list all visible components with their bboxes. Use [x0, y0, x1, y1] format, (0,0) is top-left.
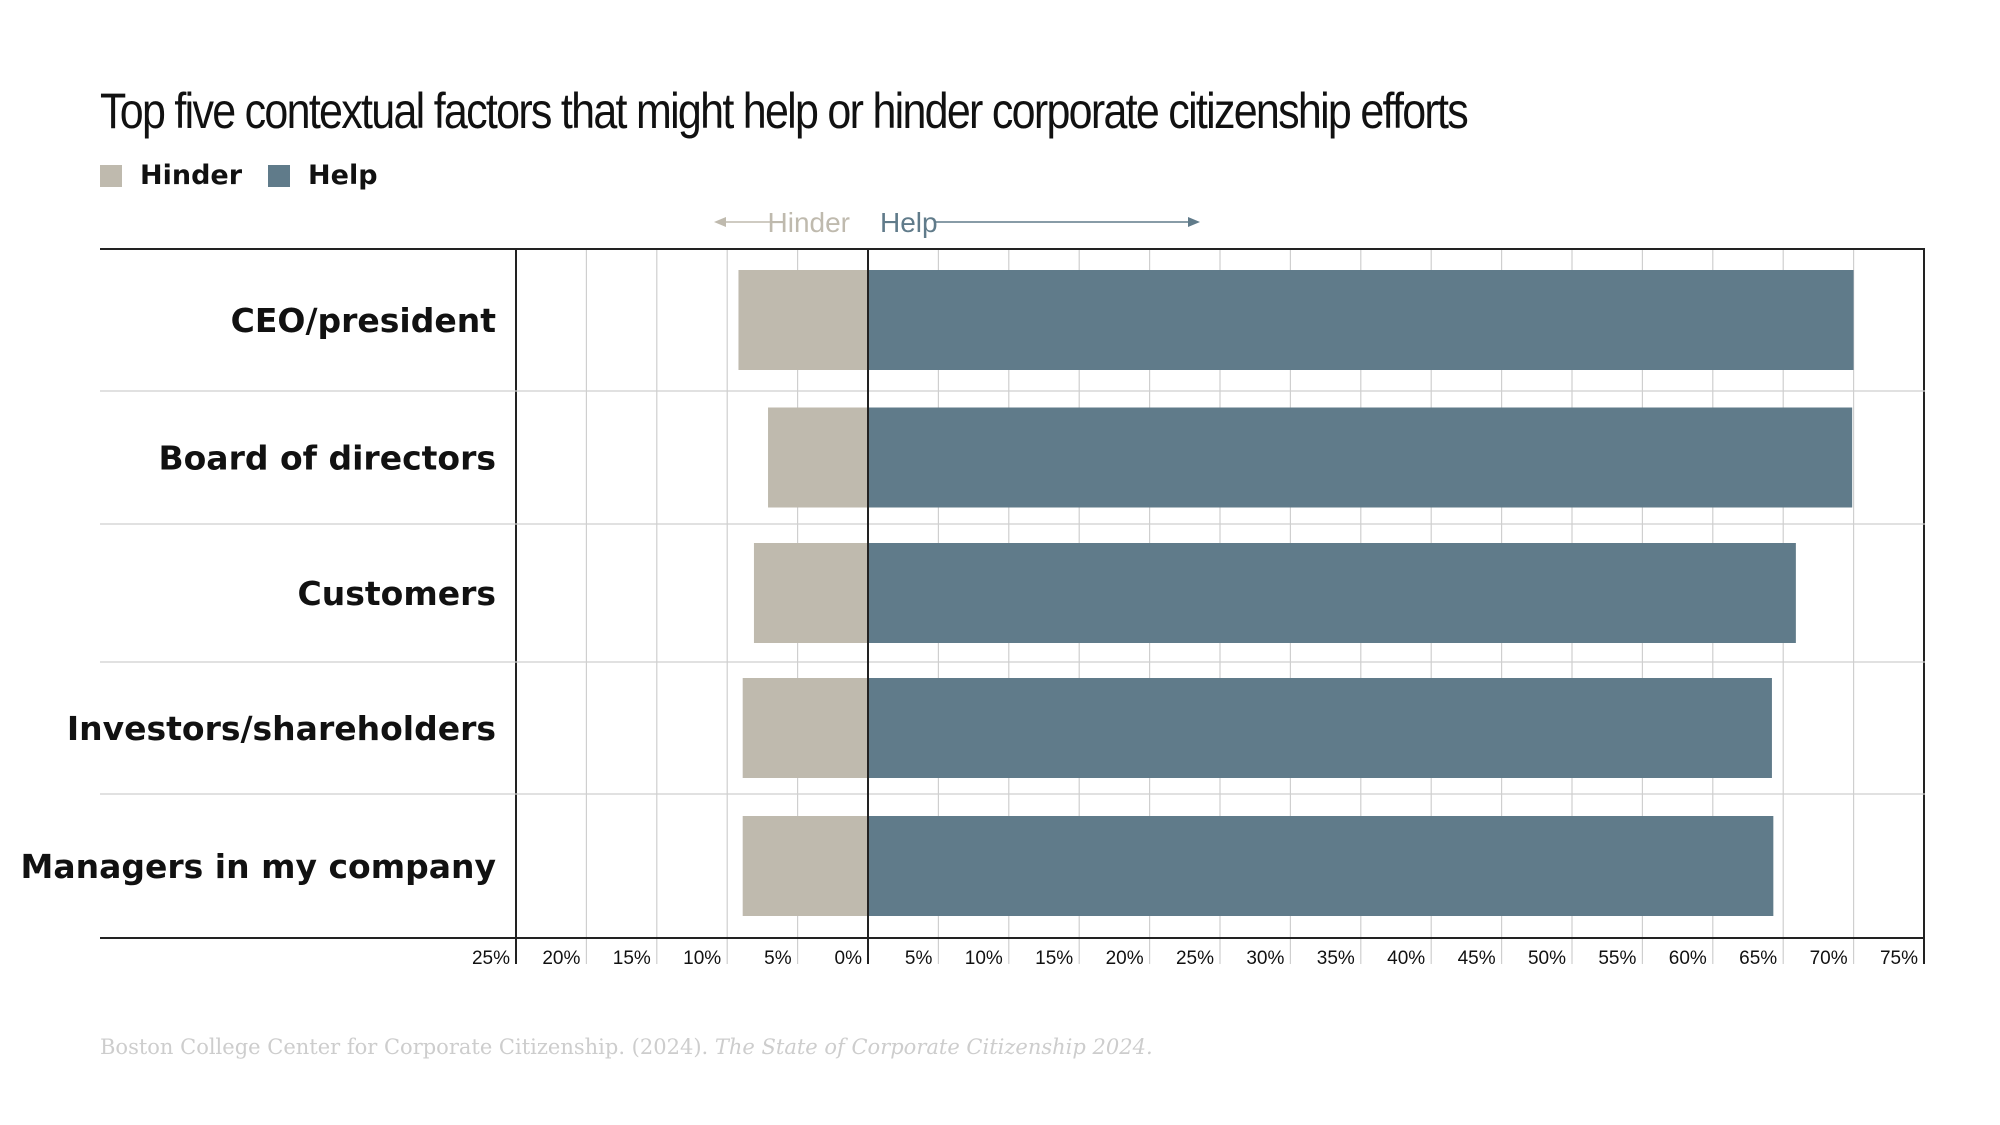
help-bar-1: [868, 407, 1853, 508]
tick-label-13: 40%: [1387, 948, 1425, 969]
tick-label-9: 20%: [1106, 948, 1144, 969]
tick-label-4: 5%: [764, 948, 792, 969]
chart-title: Top five contextual factors that might h…: [100, 83, 1469, 139]
tick-label-10: 25%: [1176, 948, 1214, 969]
tick-label-3: 10%: [683, 948, 721, 969]
tick-label-5: 0%: [835, 948, 863, 969]
tick-label-2: 15%: [613, 948, 651, 969]
row-label-0: CEO/president: [231, 301, 497, 340]
hinder-bar-3: [742, 678, 868, 778]
help-direction-label: Help: [880, 207, 938, 238]
row-label-2: Customers: [298, 574, 496, 613]
legend-swatch-help: [268, 164, 291, 187]
tick-label-11: 30%: [1246, 948, 1284, 969]
source-note-plain: Boston College Center for Corporate Citi…: [100, 1035, 715, 1059]
help-arrow-head: [1188, 217, 1200, 227]
help-bar-0: [868, 270, 1854, 370]
help-bar-2: [868, 543, 1796, 643]
row-label-1: Board of directors: [158, 439, 496, 478]
tick-label-15: 50%: [1528, 948, 1566, 969]
tick-label-0: 25%: [472, 948, 510, 969]
tick-label-17: 60%: [1669, 948, 1707, 969]
hinder-bar-2: [753, 543, 868, 643]
help-bar-4: [868, 816, 1774, 916]
legend-label-help: Help: [308, 160, 378, 191]
tick-label-8: 15%: [1035, 948, 1073, 969]
help-bar-3: [868, 678, 1772, 778]
legend-item-help: Help: [268, 160, 378, 191]
legend-item-hinder: Hinder: [100, 160, 242, 191]
row-label-3: Investors/shareholders: [67, 709, 496, 748]
hinder-arrow-head: [714, 217, 726, 227]
tick-label-14: 45%: [1458, 948, 1496, 969]
tick-label-12: 35%: [1317, 948, 1355, 969]
hinder-direction-label: Hinder: [768, 207, 850, 238]
tick-label-20: 75%: [1880, 948, 1918, 969]
tick-label-6: 5%: [905, 948, 933, 969]
tick-label-18: 65%: [1739, 948, 1777, 969]
source-note-italic: The State of Corporate Citizenship 2024.: [714, 1035, 1153, 1059]
legend-swatch-hinder: [100, 164, 122, 187]
legend-label-hinder: Hinder: [140, 160, 243, 191]
tick-label-1: 20%: [542, 948, 580, 969]
hinder-bar-1: [768, 407, 868, 508]
tick-label-16: 55%: [1598, 948, 1636, 969]
tick-label-19: 70%: [1810, 948, 1848, 969]
row-label-4: Managers in my company: [21, 847, 496, 886]
tick-label-7: 10%: [965, 948, 1003, 969]
hinder-bar-0: [738, 270, 868, 370]
source-note: Boston College Center for Corporate Citi…: [100, 1035, 1153, 1059]
legend: Hinder Help: [100, 160, 404, 191]
hinder-bar-4: [742, 816, 868, 916]
